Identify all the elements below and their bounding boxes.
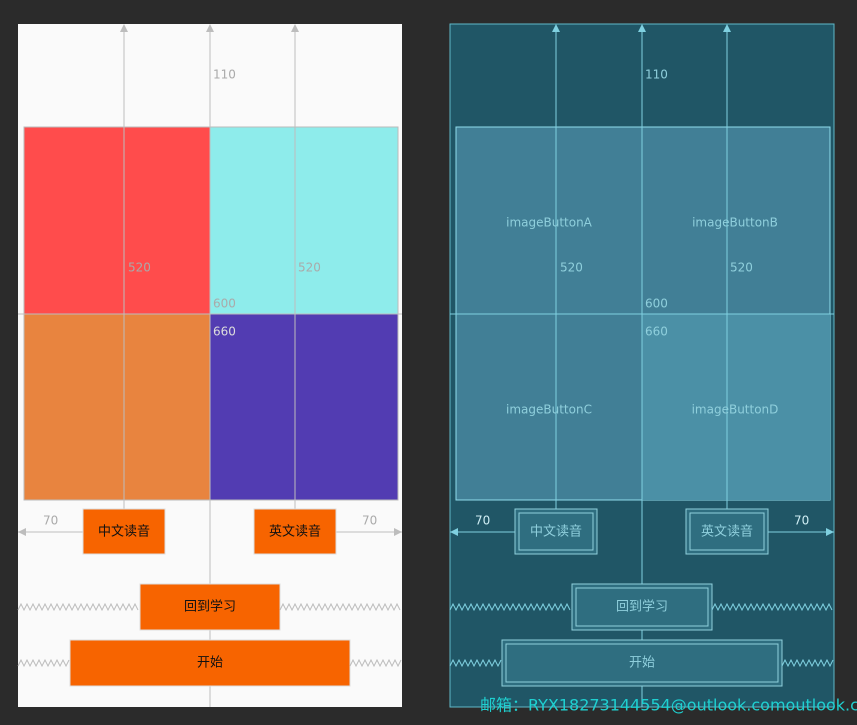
blueprint-constraints: [450, 26, 834, 707]
constraint-label: 520: [730, 261, 753, 275]
constraint-label: 600: [645, 297, 668, 311]
constraint-label: 520: [560, 261, 583, 275]
chain-constraint: [17, 658, 70, 668]
constraint-label: 70: [362, 514, 377, 528]
button-label: 开始: [197, 656, 223, 671]
image-button-d[interactable]: [210, 314, 398, 500]
image-button-id: imageButtonC: [506, 403, 592, 417]
button[interactable]: [69, 639, 351, 687]
blueprint-arrows: [450, 24, 834, 536]
image-button-id: imageButtonA: [506, 216, 593, 230]
constraint-label: 600: [213, 297, 236, 311]
constraint-label: 660: [213, 325, 236, 339]
button[interactable]: [253, 508, 337, 555]
button-label: 中文读音: [98, 524, 150, 540]
chain-constraint: [781, 658, 834, 668]
chain-constraint: [711, 602, 833, 612]
constraint-label: 520: [128, 261, 151, 275]
button-label: 回到学习: [616, 599, 668, 615]
chain-constraint: [449, 602, 571, 612]
button[interactable]: [82, 508, 166, 555]
chain-constraint: [449, 658, 502, 668]
design-arrows: [18, 24, 402, 536]
chain-constraint: [279, 602, 401, 612]
blueprint-buttons: [501, 508, 783, 687]
image-button-id: imageButtonD: [692, 403, 779, 417]
chain-constraint: [17, 602, 139, 612]
constraint-label: 70: [794, 514, 809, 528]
constraint-label: 520: [298, 261, 321, 275]
button-label: 回到学习: [184, 599, 236, 615]
constraint-label: 70: [43, 514, 58, 528]
watermark: 邮箱：RYX18273144554@outlook.comoutlook.com: [480, 696, 857, 715]
constraint-label: 70: [475, 514, 490, 528]
constraint-label: 110: [213, 68, 236, 82]
image-button-b[interactable]: [210, 127, 398, 314]
image-button-c[interactable]: [24, 314, 210, 500]
image-button-a[interactable]: [24, 127, 210, 314]
button-label: 开始: [629, 656, 655, 671]
button-label: 英文读音: [269, 524, 321, 540]
button-label: 中文读音: [530, 524, 582, 540]
constraint-label: 110: [645, 68, 668, 82]
design-constraints: [18, 26, 402, 707]
blueprint-cell: [642, 314, 830, 500]
button-label: 英文读音: [701, 524, 753, 540]
image-button-id: imageButtonB: [692, 216, 778, 230]
chain-constraint: [349, 658, 402, 668]
constraint-label: 660: [645, 325, 668, 339]
button[interactable]: [139, 583, 281, 631]
